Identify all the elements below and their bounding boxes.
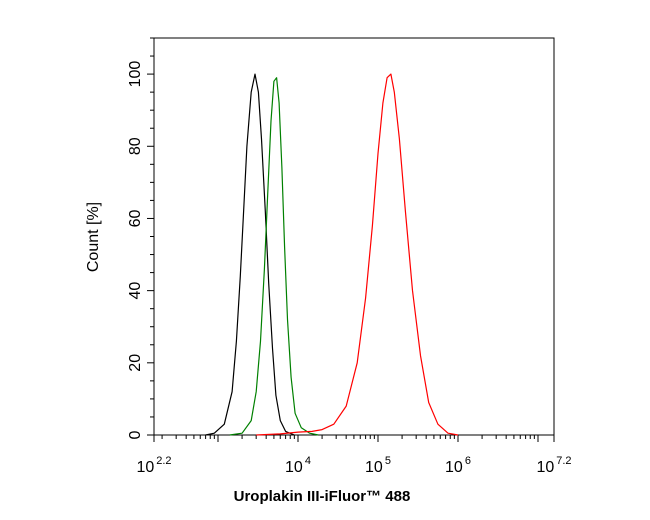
series-layer	[205, 73, 459, 436]
series-line-3	[256, 73, 459, 436]
series-line-1	[205, 73, 295, 436]
series-line-2	[229, 77, 319, 436]
y-tick-label: 0	[127, 430, 144, 439]
x-tick-label: 10 6	[445, 455, 471, 476]
x-tick-label: 10 7.2	[536, 455, 571, 476]
y-tick-label: 100	[127, 61, 144, 88]
y-tick-label: 20	[127, 354, 144, 372]
y-tick-label: 80	[127, 137, 144, 155]
x-tick-label: 10 4	[285, 455, 311, 476]
x-axis-ticks: 10 2.2 10 4 10 5 10 6 10 7.2	[136, 435, 572, 476]
x-tick-label: 10 5	[365, 455, 391, 476]
y-tick-label: 60	[127, 209, 144, 227]
y-tick-label: 40	[127, 282, 144, 300]
y-axis-title: Count [%]	[85, 202, 102, 272]
x-axis-title: Uroplakin III-iFluor™ 488	[234, 488, 411, 505]
x-tick-label: 10 2.2	[136, 455, 171, 476]
y-axis-ticks: 0 20 40 60 80 100	[127, 37, 154, 439]
